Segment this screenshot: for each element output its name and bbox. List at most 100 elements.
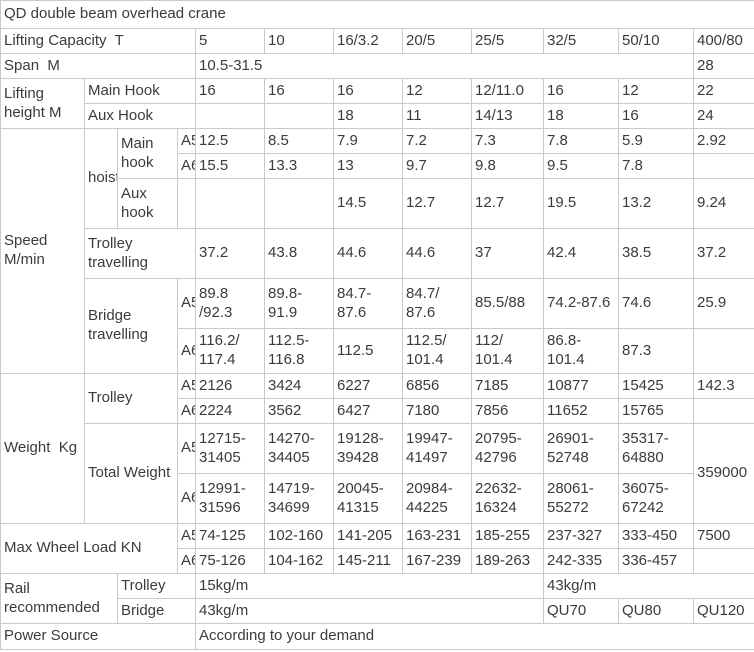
value-cell	[264, 178, 334, 229]
value-cell	[693, 398, 754, 424]
value-cell: 15765	[618, 398, 694, 424]
value-cell: 20/5	[402, 28, 472, 54]
value-cell: 86.8- 101.4	[543, 328, 619, 374]
value-cell: 20795- 42796	[471, 423, 544, 474]
main-hook-height-row: Lifting height M Main Hook 16 16 16 12 1…	[0, 78, 754, 129]
value-cell: 3424	[264, 373, 334, 399]
value-cell	[195, 178, 265, 229]
span-row: Span M 10.5-31.5 28	[0, 53, 754, 79]
row-label-main-hook: Main Hook	[84, 78, 196, 104]
value-cell: 13.3	[264, 153, 334, 179]
value-cell: 89.8-91.9	[264, 278, 334, 329]
value-cell: 84.7-87.6	[333, 278, 403, 329]
value-cell: 112.5/ 101.4	[402, 328, 472, 374]
value-cell: 18	[543, 103, 619, 129]
value-cell: 15.5	[195, 153, 265, 179]
value-cell: 185-255	[471, 523, 544, 549]
row-label-speed: Speed M/min	[0, 128, 85, 374]
value-cell: 7185	[471, 373, 544, 399]
value-cell: 116.2/ 117.4	[195, 328, 265, 374]
value-cell	[693, 548, 754, 574]
value-cell: 20984- 44225	[402, 473, 472, 524]
value-cell: 36075- 67242	[618, 473, 694, 524]
value-cell	[693, 328, 754, 374]
value-cell: 16	[618, 103, 694, 129]
value-cell: 25/5	[471, 28, 544, 54]
duty-class-label: A5	[177, 278, 196, 329]
value-cell: 9.24	[693, 178, 754, 229]
value-cell	[264, 103, 334, 129]
value-cell: 141-205	[333, 523, 403, 549]
value-cell: 14.5	[333, 178, 403, 229]
bridge-travelling-a5-row: Bridge travelling A5 89.8 /92.3 89.8-91.…	[1, 278, 754, 374]
value-cell: 242-335	[543, 548, 619, 574]
value-cell: 2224	[195, 398, 265, 424]
value-cell: 19947- 41497	[402, 423, 472, 474]
duty-class-label: A6	[177, 398, 196, 424]
duty-class-label: A6	[177, 548, 196, 574]
total-weight-a6-row: A6 12991- 31596 14719- 34699 20045- 4131…	[1, 473, 754, 524]
value-cell: 145-211	[333, 548, 403, 574]
value-cell: 237-327	[543, 523, 619, 549]
value-cell: 359000	[693, 423, 754, 524]
duty-class-label: A6	[177, 473, 196, 524]
value-cell: QU80	[618, 598, 694, 624]
value-cell: 15425	[618, 373, 694, 399]
row-label-bridge-travelling: Bridge travelling	[84, 278, 178, 374]
value-cell: 9.7	[402, 153, 472, 179]
hoist-main-a6-row: A6 15.5 13.3 13 9.7 9.8 9.5 7.8	[1, 153, 754, 179]
value-cell: 7180	[402, 398, 472, 424]
duty-class-label: A5	[177, 128, 196, 154]
row-label-rail-trolley: Trolley	[117, 573, 196, 599]
value-cell: 38.5	[618, 228, 694, 279]
value-cell: 50/10	[618, 28, 694, 54]
value-cell: 43.8	[264, 228, 334, 279]
value-cell: 102-160	[264, 523, 334, 549]
trolley-travelling-row: Trolley travelling 37.2 43.8 44.6 44.6 3…	[1, 228, 754, 279]
value-cell: 8.5	[264, 128, 334, 154]
value-cell: 9.8	[471, 153, 544, 179]
value-cell: 3562	[264, 398, 334, 424]
rail-bridge-row: Bridge 43kg/m QU70 QU80 QU120	[1, 598, 754, 624]
value-cell: 2.92	[693, 128, 754, 154]
value-cell: QU70	[543, 598, 619, 624]
row-label-hoist-main-hook: Main hook	[117, 128, 178, 179]
value-cell: 22	[693, 78, 754, 104]
value-cell: According to your demand	[195, 623, 754, 650]
value-cell: 22632- 16324	[471, 473, 544, 524]
value-cell: 14270- 34405	[264, 423, 334, 474]
value-cell: 2126	[195, 373, 265, 399]
value-cell: 43kg/m	[195, 598, 544, 624]
row-label-hoist-aux-hook: Aux hook	[117, 178, 178, 229]
hoist-aux-row: Aux hook 14.5 12.7 12.7 19.5 13.2 9.24	[1, 178, 754, 229]
row-label-rail-bridge: Bridge	[117, 598, 196, 624]
total-weight-a5-row: Total Weight A5 12715- 31405 14270- 3440…	[1, 423, 754, 524]
power-source-row: Power Source According to your demand	[0, 623, 754, 650]
row-label-span: Span M	[0, 53, 196, 79]
table-title: QD double beam overhead crane	[0, 0, 754, 29]
duty-class-label: A5	[177, 423, 196, 474]
trolley-weight-a5-row: Weight Kg Trolley A5 2126 3424 6227 6856…	[0, 373, 754, 524]
value-cell: 163-231	[402, 523, 472, 549]
value-cell: 16	[264, 78, 334, 104]
value-cell: 42.4	[543, 228, 619, 279]
row-label-aux-hook: Aux Hook	[84, 103, 196, 129]
value-cell: 112.5	[333, 328, 403, 374]
value-cell: 6856	[402, 373, 472, 399]
value-cell: 35317- 64880	[618, 423, 694, 474]
value-cell: 44.6	[333, 228, 403, 279]
value-cell: 20045- 41315	[333, 473, 403, 524]
row-label-trolley-weight: Trolley	[84, 373, 178, 424]
value-cell: 5.9	[618, 128, 694, 154]
value-cell: 10	[264, 28, 334, 54]
value-cell: 400/80	[693, 28, 754, 54]
value-cell: 6427	[333, 398, 403, 424]
value-cell	[195, 103, 265, 129]
row-label-rail-recommended: Rail recommended	[0, 573, 118, 624]
value-cell: 12.7	[402, 178, 472, 229]
row-label-lifting-height: Lifting height M	[0, 78, 85, 129]
value-cell: 10.5-31.5	[195, 53, 694, 79]
value-cell: 11	[402, 103, 472, 129]
